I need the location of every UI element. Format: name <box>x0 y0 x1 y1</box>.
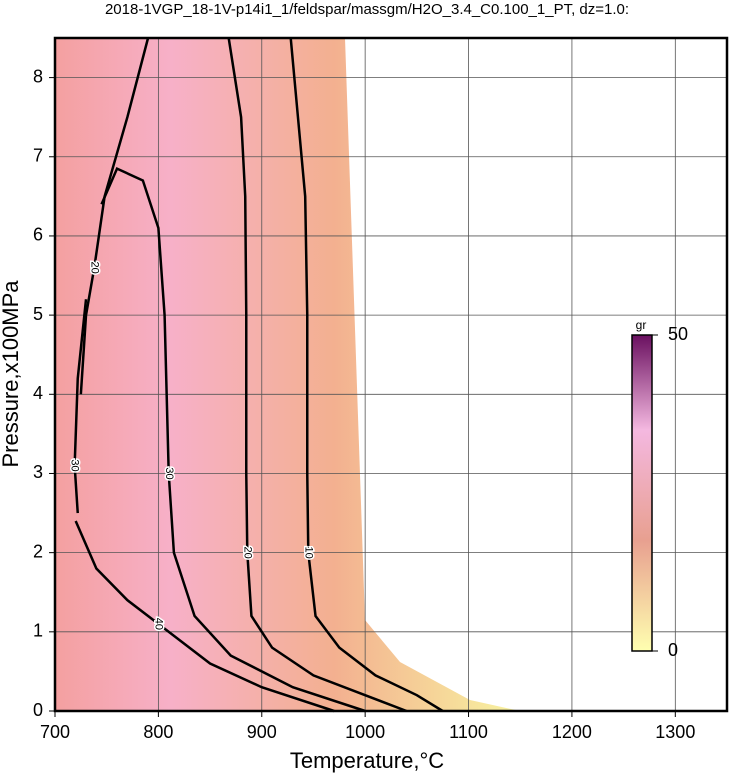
contour-label: 30 <box>69 459 81 471</box>
plot-frame <box>53 36 729 713</box>
contour-label: 40 <box>152 618 164 630</box>
contour-line <box>79 37 150 395</box>
y-tick-label: 2 <box>33 541 43 561</box>
y-tick-label: 6 <box>33 225 43 245</box>
y-tick-label: 8 <box>33 66 43 86</box>
contour-line <box>289 37 444 713</box>
x-tick-label: 900 <box>247 722 277 742</box>
contour-line <box>227 37 407 713</box>
y-tick-label: 0 <box>33 700 43 720</box>
x-tick-label: 1200 <box>552 722 592 742</box>
x-axis-label: Temperature,°C <box>290 748 444 773</box>
contour-line <box>74 520 335 713</box>
x-tick-label: 1300 <box>655 722 695 742</box>
colorbar-label: gr <box>636 318 647 332</box>
contour-line <box>73 299 88 514</box>
y-axis-label: Pressure,x100MPa <box>0 280 23 468</box>
colorbar-tick-label: 50 <box>668 324 688 344</box>
colorbar-tick-label: 0 <box>668 640 678 660</box>
y-tick-label: 1 <box>33 621 43 641</box>
y-tick-label: 5 <box>33 304 43 324</box>
chart-title: 2018-1VGP_18-1V-p14i1_1/feldspar/massgm/… <box>105 1 629 18</box>
colorbar <box>631 334 653 652</box>
field-shading <box>55 38 520 711</box>
contour-label: 10 <box>302 547 314 559</box>
x-tick-label: 1000 <box>345 722 385 742</box>
x-tick-label: 700 <box>40 722 70 742</box>
contour-line <box>100 166 366 713</box>
x-tick-label: 800 <box>143 722 173 742</box>
y-tick-label: 4 <box>33 383 43 403</box>
y-tick-label: 7 <box>33 146 43 166</box>
x-tick-label: 1100 <box>449 722 488 742</box>
contour-label: 20 <box>241 547 253 559</box>
y-tick-label: 3 <box>33 462 43 482</box>
contour-label: 30 <box>163 467 175 479</box>
contour-label: 20 <box>88 261 100 273</box>
